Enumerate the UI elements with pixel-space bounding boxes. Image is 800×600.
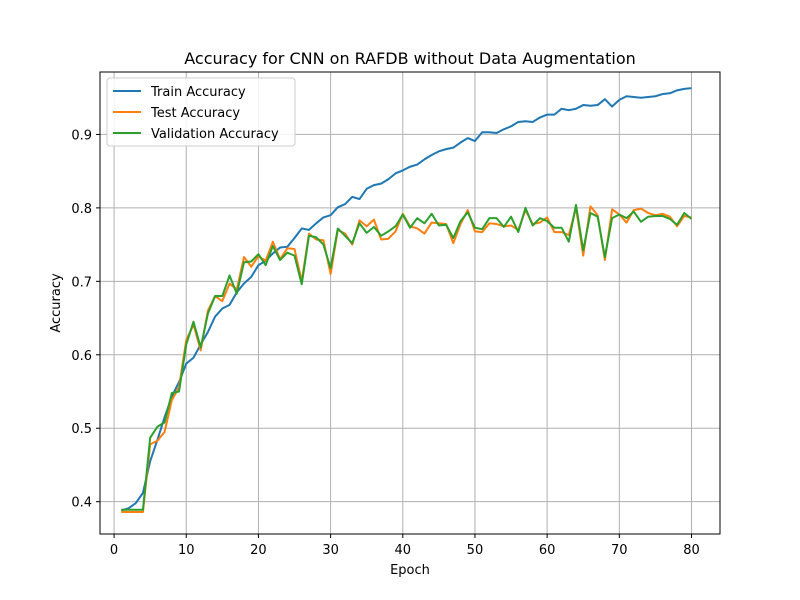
x-tick-label: 20 [250,543,267,558]
validation-accuracy-line [121,203,693,511]
y-tick-label: 0.8 [71,202,92,217]
y-tick-label: 0.5 [71,422,92,437]
x-tick-label: 30 [322,543,339,558]
x-tick-label: 10 [178,543,195,558]
legend-box [106,77,296,147]
y-axis-label: Accuracy [49,273,64,333]
grid [100,72,720,534]
x-tick-label: 50 [467,543,484,558]
x-tick-label: 0 [110,543,118,558]
y-tick-label: 0.4 [71,496,92,511]
y-tick-label: 0.6 [71,349,92,364]
series-lines [120,87,693,513]
train-accuracy-legend-label: Train Accuracy [150,85,246,100]
chart-title: Accuracy for CNN on RAFDB without Data A… [184,49,636,68]
x-axis-label: Epoch [390,563,430,578]
x-tick-label: 40 [395,543,412,558]
x-tick-label: 70 [611,543,628,558]
x-tick-label: 60 [539,543,556,558]
x-tick-label: 80 [683,543,700,558]
y-tick-label: 0.7 [71,275,92,290]
axis-ticks: 0 10 20 30 40 50 60 70 80 0.4 0.5 0.6 0.7 0.8 0.9 [71,128,699,558]
y-tick-label: 0.9 [71,128,92,143]
test-accuracy-legend-label: Test Accuracy [150,106,240,121]
train-accuracy-line [120,87,692,512]
plot-frame [99,71,721,535]
legend: Train Accuracy Test Accuracy Validation Ac… [106,77,296,147]
validation-accuracy-legend-label: Validation Accuracy [151,127,279,142]
